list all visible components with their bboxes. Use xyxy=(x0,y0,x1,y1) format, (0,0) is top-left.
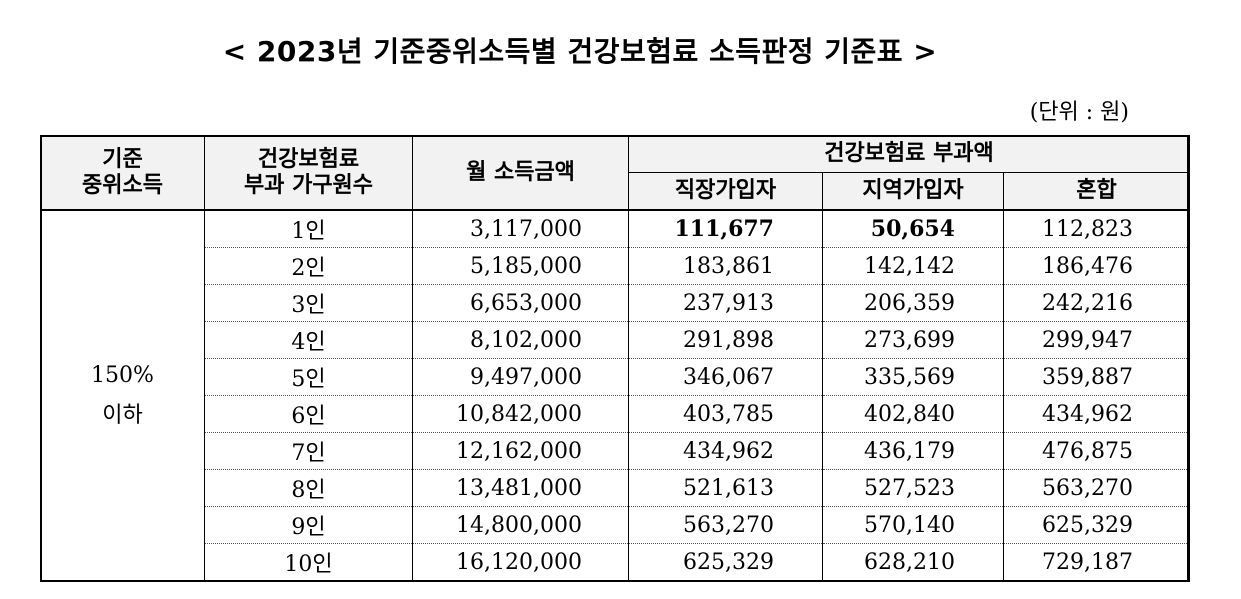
employee-premium-cell: 403,785 xyxy=(628,395,823,433)
employee-premium-cell: 183,861 xyxy=(628,247,823,285)
header-regional-subscriber: 지역가입자 xyxy=(822,172,1004,211)
household-cell: 9인 xyxy=(204,506,413,544)
regional-premium-cell: 50,654 xyxy=(822,210,1004,248)
employee-premium-cell: 434,962 xyxy=(628,432,823,470)
group-label-percent: 150% xyxy=(91,362,154,388)
regional-premium-cell: 206,359 xyxy=(822,284,1004,322)
header-mixed: 혼합 xyxy=(1002,172,1191,211)
household-cell: 10인 xyxy=(204,543,413,582)
income-cell: 5,185,000 xyxy=(412,247,629,285)
mixed-premium-cell: 299,947 xyxy=(1002,321,1191,359)
employee-premium-cell: 563,270 xyxy=(628,506,823,544)
household-cell: 7인 xyxy=(204,432,413,470)
table-row: 6인 10,842,000 403,785 402,840 434,962 xyxy=(41,395,1191,433)
income-cell: 12,162,000 xyxy=(412,432,629,470)
household-cell: 4인 xyxy=(204,321,413,359)
table-row: 2인 5,185,000 183,861 142,142 186,476 xyxy=(41,247,1191,285)
income-criteria-table: 기준 중위소득 건강보험료 부과 가구원수 월 소득금액 건강보험료 부과액 직… xyxy=(40,135,1191,582)
household-cell: 8인 xyxy=(204,469,413,507)
table-row: 10인 16,120,000 625,329 628,210 729,187 xyxy=(41,543,1191,582)
regional-premium-cell: 628,210 xyxy=(822,543,1004,582)
table-row: 3인 6,653,000 237,913 206,359 242,216 xyxy=(41,284,1191,322)
regional-premium-cell: 570,140 xyxy=(822,506,1004,544)
income-cell: 14,800,000 xyxy=(412,506,629,544)
regional-premium-cell: 402,840 xyxy=(822,395,1004,433)
income-cell: 8,102,000 xyxy=(412,321,629,359)
income-cell: 10,842,000 xyxy=(412,395,629,433)
household-cell: 1인 xyxy=(204,210,413,248)
mixed-premium-cell: 476,875 xyxy=(1002,432,1191,470)
table-row: 4인 8,102,000 291,898 273,699 299,947 xyxy=(41,321,1191,359)
mixed-premium-cell: 563,270 xyxy=(1002,469,1191,507)
mixed-premium-cell: 625,329 xyxy=(1002,506,1191,544)
mixed-premium-cell: 359,887 xyxy=(1002,358,1191,396)
mixed-premium-cell: 112,823 xyxy=(1002,210,1191,248)
group-label-below: 이하 xyxy=(102,402,143,428)
header-household-size: 건강보험료 부과 가구원수 xyxy=(204,135,413,211)
employee-premium-cell: 111,677 xyxy=(628,210,823,248)
income-cell: 13,481,000 xyxy=(412,469,629,507)
employee-premium-cell: 521,613 xyxy=(628,469,823,507)
employee-premium-cell: 625,329 xyxy=(628,543,823,582)
regional-premium-cell: 273,699 xyxy=(822,321,1004,359)
unit-label: (단위 : 원) xyxy=(1029,100,1129,125)
regional-premium-cell: 527,523 xyxy=(822,469,1004,507)
household-cell: 2인 xyxy=(204,247,413,285)
table-body: 150% 이하 1인 3,117,000 111,677 50,654 112,823 2인 5… xyxy=(40,210,1191,582)
mixed-premium-cell: 186,476 xyxy=(1002,247,1191,285)
mixed-premium-cell: 434,962 xyxy=(1002,395,1191,433)
mixed-premium-cell: 729,187 xyxy=(1002,543,1191,582)
page-title: < 2023년 기준중위소득별 건강보험료 소득판정 기준표 > xyxy=(222,35,938,68)
regional-premium-cell: 142,142 xyxy=(822,247,1004,285)
income-cell: 6,653,000 xyxy=(412,284,629,322)
header-median-income-line1: 기준 xyxy=(102,146,143,172)
household-cell: 6인 xyxy=(204,395,413,433)
header-premium-group: 건강보험료 부과액 xyxy=(627,135,1191,173)
table-row: 9인 14,800,000 563,270 570,140 625,329 xyxy=(41,506,1191,544)
header-household-size-line1: 건강보험료 xyxy=(257,146,360,172)
income-cell: 3,117,000 xyxy=(412,210,629,248)
table-row: 150% 이하 1인 3,117,000 111,677 50,654 112,823 xyxy=(40,210,1191,582)
group-label-cell: 150% 이하 xyxy=(40,210,205,582)
table-row: 5인 9,497,000 346,067 335,569 359,887 xyxy=(41,358,1191,396)
household-cell: 5인 xyxy=(204,358,413,396)
regional-premium-cell: 335,569 xyxy=(822,358,1004,396)
header-median-income: 기준 중위소득 xyxy=(40,135,205,211)
employee-premium-cell: 346,067 xyxy=(628,358,823,396)
household-cell: 3인 xyxy=(204,284,413,322)
header-monthly-income: 월 소득금액 xyxy=(412,135,629,211)
header-median-income-line2: 중위소득 xyxy=(82,172,163,198)
mixed-premium-cell: 242,216 xyxy=(1002,284,1191,322)
table-row: 8인 13,481,000 521,613 527,523 563,270 xyxy=(41,469,1191,507)
table-row: 7인 12,162,000 434,962 436,179 476,875 xyxy=(41,432,1191,470)
header-household-size-line2: 부과 가구원수 xyxy=(243,172,374,198)
employee-premium-cell: 237,913 xyxy=(628,284,823,322)
employee-premium-cell: 291,898 xyxy=(628,321,823,359)
income-cell: 9,497,000 xyxy=(412,358,629,396)
regional-premium-cell: 436,179 xyxy=(822,432,1004,470)
income-cell: 16,120,000 xyxy=(412,543,629,582)
header-employee-subscriber: 직장가입자 xyxy=(628,172,823,211)
